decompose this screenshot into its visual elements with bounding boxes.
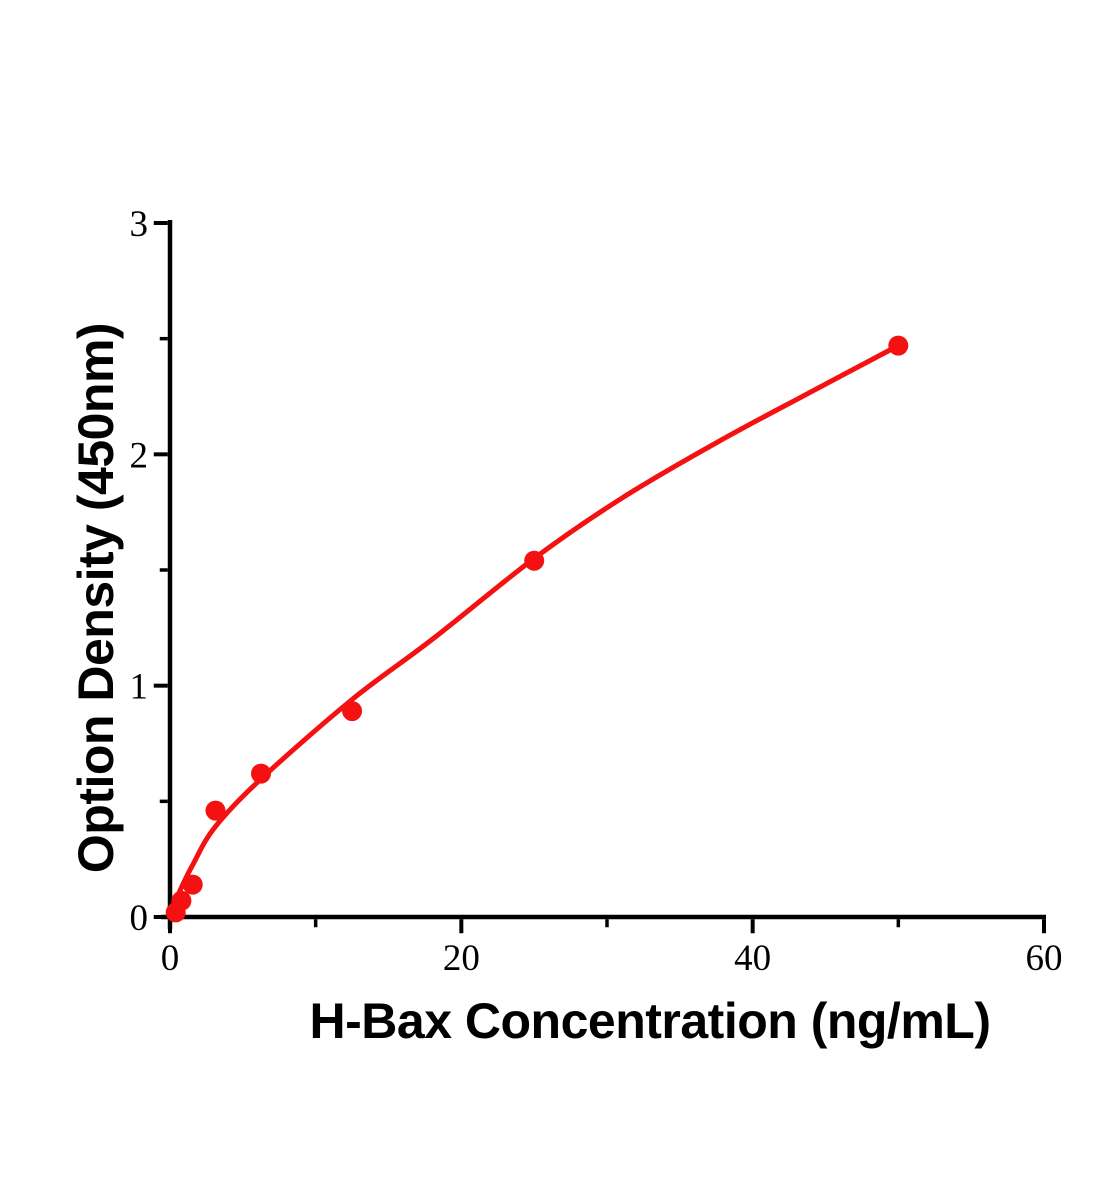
x-tick-label: 60 [1026,938,1063,979]
data-point [182,874,203,895]
x-tick-label: 0 [161,938,180,979]
y-axis-title: Option Density (450nm) [68,322,124,874]
x-tick-label: 20 [443,938,480,979]
y-tick-label: 3 [130,204,149,245]
data-point [205,800,226,821]
y-tick-label: 2 [130,435,149,476]
data-point [524,550,545,571]
fit-curve [170,343,901,911]
y-tick-label: 0 [130,898,149,939]
data-point [171,890,192,911]
x-tick-label: 40 [734,938,771,979]
x-axis-title: H-Bax Concentration (ng/mL) [309,993,991,1049]
y-tick-label: 1 [130,667,149,708]
data-point [888,335,909,356]
data-point [251,763,271,784]
data-point [342,701,363,722]
